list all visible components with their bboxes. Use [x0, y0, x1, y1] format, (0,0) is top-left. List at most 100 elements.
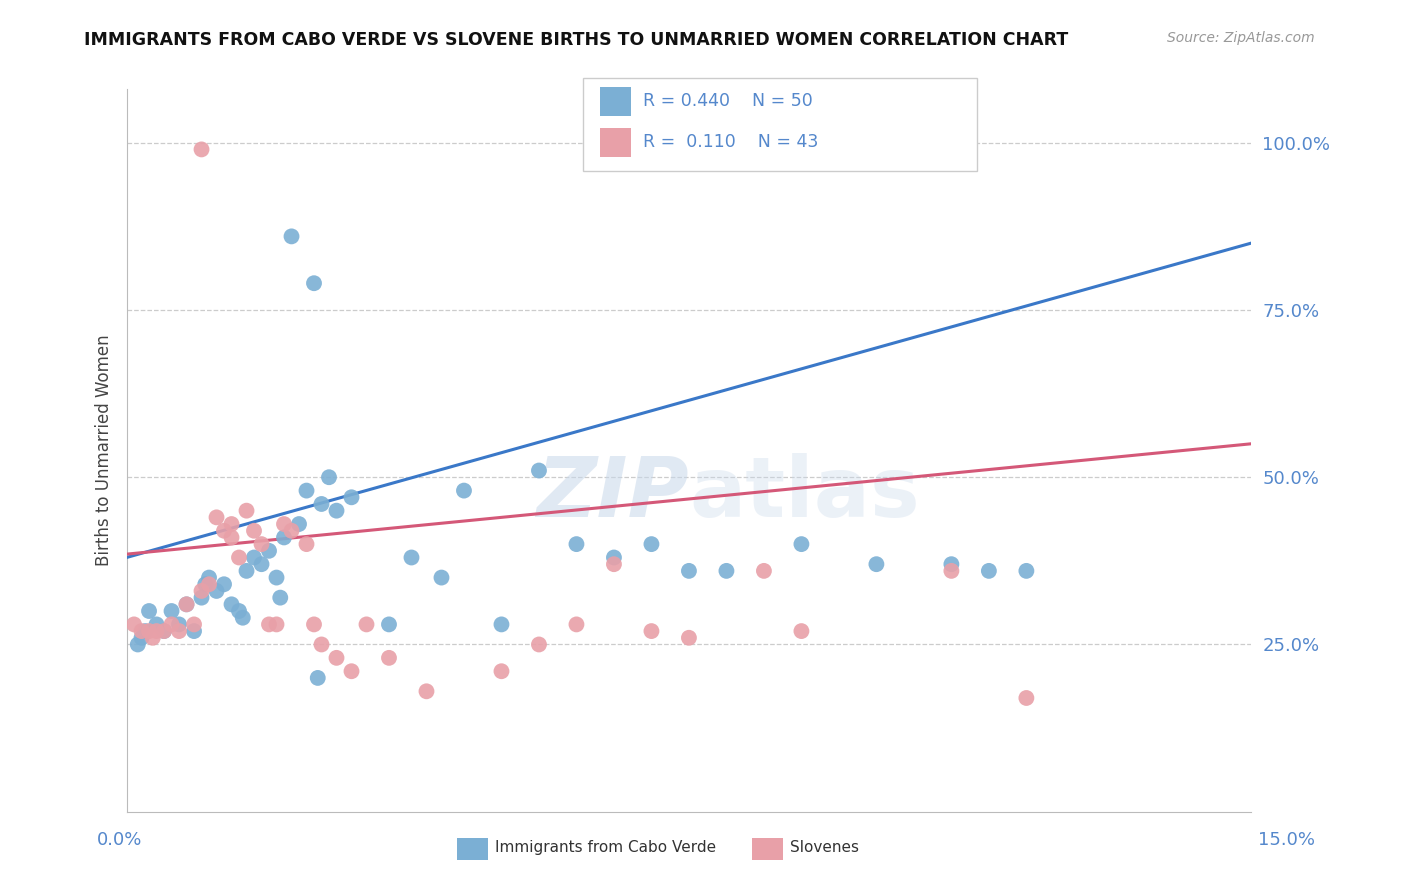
Point — [198, 571, 221, 585]
Point — [340, 491, 363, 505]
Point — [565, 617, 588, 632]
Point — [194, 577, 217, 591]
Point — [325, 651, 347, 665]
Point — [941, 557, 963, 572]
Point — [318, 470, 340, 484]
Point — [491, 617, 513, 632]
Point — [190, 142, 212, 157]
Point — [603, 550, 626, 565]
Point — [153, 624, 176, 639]
Text: R = 0.440    N = 50: R = 0.440 N = 50 — [643, 92, 813, 110]
Point — [138, 624, 160, 639]
Point — [640, 537, 662, 551]
Point — [273, 530, 295, 544]
Point — [527, 464, 550, 478]
Point — [378, 651, 401, 665]
Point — [1015, 564, 1038, 578]
Y-axis label: Births to Unmarried Women: Births to Unmarried Women — [94, 334, 112, 566]
Point — [640, 624, 662, 639]
Text: Slovenes: Slovenes — [790, 840, 859, 855]
Point — [145, 617, 167, 632]
Text: atlas: atlas — [689, 453, 920, 534]
Point — [122, 617, 145, 632]
Point — [145, 624, 167, 639]
Point — [228, 550, 250, 565]
Point — [257, 617, 280, 632]
Point — [190, 591, 212, 605]
Point — [325, 503, 347, 517]
Text: Source: ZipAtlas.com: Source: ZipAtlas.com — [1167, 31, 1315, 45]
Point — [131, 631, 153, 645]
Point — [941, 564, 963, 578]
Point — [453, 483, 475, 498]
Point — [430, 571, 453, 585]
Point — [235, 564, 257, 578]
Point — [1015, 690, 1038, 705]
Point — [678, 564, 700, 578]
Point — [221, 530, 243, 544]
Point — [378, 617, 401, 632]
Point — [235, 503, 257, 517]
Point — [250, 537, 273, 551]
Point — [565, 537, 588, 551]
Text: IMMIGRANTS FROM CABO VERDE VS SLOVENE BIRTHS TO UNMARRIED WOMEN CORRELATION CHAR: IMMIGRANTS FROM CABO VERDE VS SLOVENE BI… — [84, 31, 1069, 49]
Point — [176, 598, 198, 612]
Text: 15.0%: 15.0% — [1258, 831, 1315, 849]
Point — [167, 624, 190, 639]
Text: ZIP: ZIP — [536, 453, 689, 534]
Point — [134, 624, 156, 639]
Point — [232, 611, 254, 625]
Point — [243, 524, 266, 538]
Point — [221, 598, 243, 612]
Point — [212, 524, 235, 538]
Point — [138, 604, 160, 618]
Point — [295, 537, 318, 551]
Point — [340, 664, 363, 679]
Point — [790, 624, 813, 639]
Text: Immigrants from Cabo Verde: Immigrants from Cabo Verde — [495, 840, 716, 855]
Point — [205, 510, 228, 524]
Point — [273, 517, 295, 532]
Point — [160, 617, 183, 632]
Point — [865, 557, 887, 572]
Point — [311, 637, 333, 651]
Point — [356, 617, 378, 632]
Point — [527, 637, 550, 651]
Point — [228, 604, 250, 618]
Point — [311, 497, 333, 511]
Point — [205, 584, 228, 599]
Point — [302, 277, 325, 291]
Point — [250, 557, 273, 572]
Point — [280, 229, 302, 244]
Point — [183, 617, 205, 632]
Point — [977, 564, 1000, 578]
Point — [415, 684, 437, 698]
Text: R =  0.110    N = 43: R = 0.110 N = 43 — [643, 133, 818, 151]
Point — [167, 617, 190, 632]
Point — [257, 543, 280, 558]
Point — [603, 557, 626, 572]
Point — [221, 517, 243, 532]
Point — [752, 564, 775, 578]
Point — [243, 550, 266, 565]
Point — [790, 537, 813, 551]
Point — [153, 624, 176, 639]
Point — [142, 631, 165, 645]
Point — [295, 483, 318, 498]
Point — [269, 591, 291, 605]
Point — [716, 564, 738, 578]
Point — [280, 524, 302, 538]
Point — [491, 664, 513, 679]
Point — [131, 624, 153, 639]
Point — [212, 577, 235, 591]
Point — [678, 631, 700, 645]
Point — [401, 550, 423, 565]
Point — [176, 598, 198, 612]
Point — [288, 517, 311, 532]
Text: 0.0%: 0.0% — [97, 831, 142, 849]
Point — [198, 577, 221, 591]
Point — [190, 584, 212, 599]
Point — [160, 604, 183, 618]
Point — [302, 617, 325, 632]
Point — [266, 617, 288, 632]
